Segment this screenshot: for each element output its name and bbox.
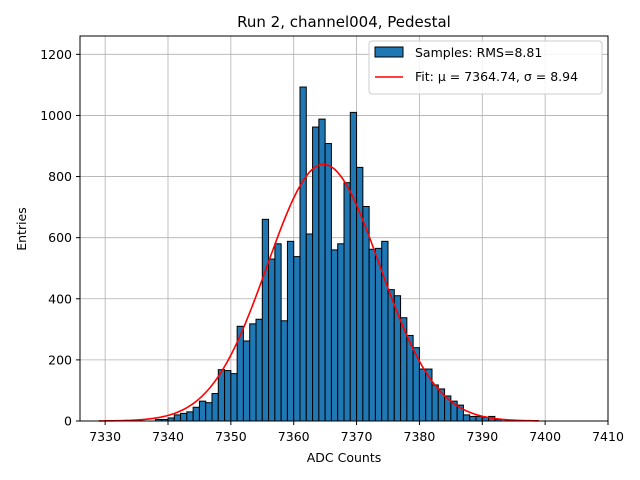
histogram-bar	[280, 320, 288, 422]
histogram-bar	[374, 247, 383, 422]
y-tick-label-2: 400	[48, 291, 72, 306]
histogram-bar	[224, 370, 232, 422]
histogram-bar	[368, 248, 376, 422]
histogram-bar	[180, 412, 188, 422]
x-tick-label-1: 7340	[152, 429, 184, 444]
legend-label-samples: Samples: RMS=8.81	[415, 45, 542, 60]
y-tick-label-1: 200	[48, 352, 72, 367]
histogram-bar	[469, 415, 477, 422]
fit-curve	[98, 163, 539, 422]
histogram-bar	[198, 400, 207, 422]
histogram-bar	[192, 406, 200, 422]
x-tick-label-6: 7390	[466, 429, 498, 444]
histogram-bar	[286, 240, 295, 422]
histogram-bar	[349, 111, 358, 422]
x-axis-ticks: 7330 7340 7350 7360 7370 7380 7390 7400 7410	[89, 421, 624, 444]
histogram-bar	[431, 384, 439, 422]
histogram-bar	[418, 368, 427, 422]
y-tick-label-6: 1200	[40, 47, 72, 62]
histogram-bar	[330, 249, 339, 422]
y-axis-ticks: 0 200 400 600 800 1000 1200	[40, 47, 80, 429]
y-axis-title: Entries	[14, 207, 29, 251]
histogram-bar	[211, 393, 219, 422]
histogram-bar	[268, 258, 276, 422]
x-tick-label-8: 7410	[592, 429, 624, 444]
histogram-bar	[305, 233, 314, 422]
x-tick-label-3: 7360	[278, 429, 310, 444]
histogram-bar	[462, 414, 471, 422]
histogram-bar	[381, 240, 389, 422]
histogram-bar	[242, 340, 251, 422]
histogram-bars	[154, 86, 502, 422]
histogram-bar	[362, 206, 370, 422]
histogram-bar	[173, 414, 182, 422]
legend-bar-swatch	[374, 46, 404, 58]
histogram-bar	[274, 243, 282, 422]
histogram-bar	[299, 86, 307, 422]
histogram-bar	[186, 411, 194, 422]
histogram-bar	[387, 289, 395, 422]
y-tick-label-5: 1000	[40, 108, 72, 123]
y-tick-label-0: 0	[64, 414, 72, 429]
x-tick-label-2: 7350	[215, 429, 247, 444]
histogram-bar	[343, 182, 351, 422]
histogram-bar	[255, 318, 263, 422]
histogram-bar	[217, 369, 226, 422]
x-tick-label-7: 7400	[529, 429, 561, 444]
histogram-bar	[205, 402, 213, 422]
x-tick-label-0: 7330	[89, 429, 121, 444]
histogram-bar	[293, 256, 301, 422]
histogram-bar	[261, 218, 270, 422]
fit-curve-group	[98, 163, 539, 422]
chart-title: Run 2, channel004, Pedestal	[237, 13, 451, 31]
y-tick-label-3: 600	[48, 230, 72, 245]
legend-label-fit: Fit: μ = 7364.74, σ = 8.94	[415, 69, 578, 84]
histogram-bar	[475, 415, 483, 422]
plot-frame	[79, 35, 609, 422]
histogram-bar	[324, 143, 332, 422]
x-axis-title: ADC Counts	[307, 450, 382, 465]
x-tick-label-4: 7370	[341, 429, 373, 444]
histogram-bar	[230, 373, 238, 422]
histogram-bar	[312, 126, 320, 422]
legend-box	[368, 40, 603, 95]
legend: Samples: RMS=8.81 Fit: μ = 7364.74, σ = …	[368, 40, 603, 95]
x-tick-label-5: 7380	[404, 429, 436, 444]
histogram-bar	[337, 243, 345, 422]
y-tick-label-4: 800	[48, 169, 72, 184]
histogram-bar	[249, 323, 257, 422]
